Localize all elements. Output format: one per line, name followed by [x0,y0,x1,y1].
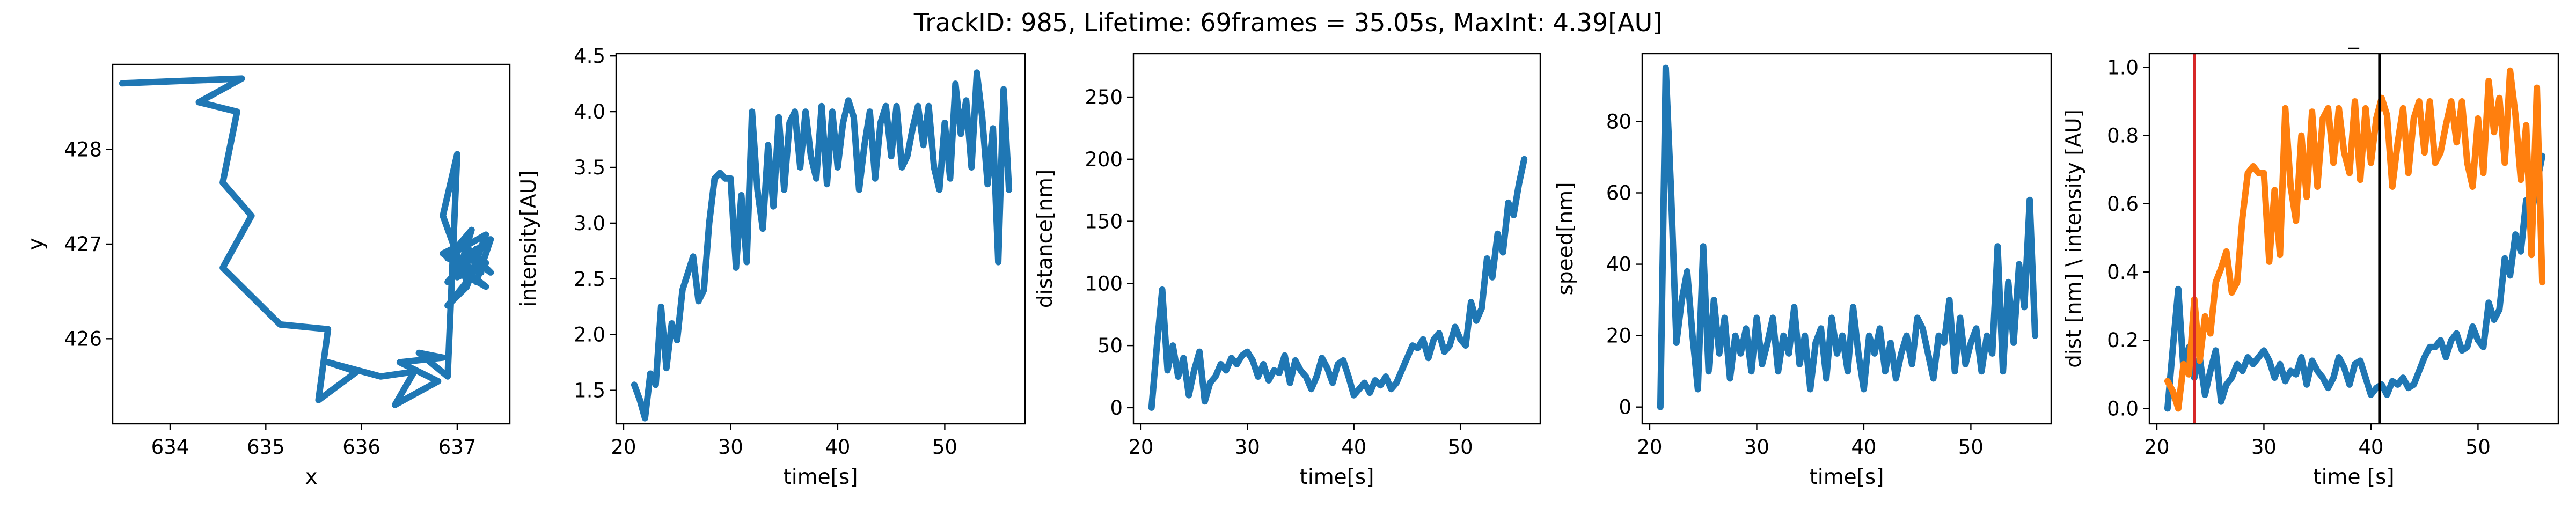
speed-ytick-label: 40 [1606,253,1631,276]
distance-ytick-label: 100 [1085,272,1123,295]
intensity-xtick-label: 40 [825,436,850,459]
distance-ytick-label: 200 [1085,148,1123,171]
xy-ytick-label: 427 [64,233,102,256]
intensity-ytick-label: 3.5 [574,156,605,179]
intensity-ylabel: intensity[AU] [517,171,541,307]
combined-xtick-label: 40 [2358,436,2383,459]
xy-xtick-label: 635 [247,436,285,459]
intensity-axes-frame [615,53,1026,425]
speed-series-0 [1657,64,2039,410]
combined-series-0 [2164,152,2546,412]
combined-xlabel: time [s] [2313,465,2394,489]
xy-plot-area [119,75,494,408]
speed-xtick-label: 20 [1637,436,1662,459]
speed-xtick-label: 50 [1958,436,1984,459]
distance-xtick-label: 40 [1341,436,1366,459]
combined-ytick-label: 0.6 [2107,193,2139,216]
distance-axes-frame [1132,53,1541,425]
combined-axes-frame [2148,53,2559,425]
charts: 634 635 636 637 426 427 428 x y 20 30 40 50 1.5 2.0 2.5… [24,25,2559,489]
xy-xtick-label: 636 [342,436,380,459]
chart-combined: 20 30 40 50 0.0 0.2 0.4 0.6 0.8 1.0 time [s] dist [… [2062,25,2559,489]
chart-speed: 20 30 40 50 0 20 40 60 80 time[s] speed[nm] [1554,53,2052,489]
distance-ytick-label: 250 [1085,86,1123,109]
distance-plot-area [1148,156,1528,411]
intensity-ytick-label: 3.0 [574,212,605,235]
distance-series-0 [1148,156,1528,411]
xy-series-0 [119,75,494,408]
combined-ytick-label: 0.4 [2107,261,2139,284]
chart-xy: 634 635 636 637 426 427 428 x y [24,63,511,489]
intensity-series-0 [631,69,1013,422]
intensity-ytick-label: 4.5 [574,45,605,68]
distance-xlabel: time[s] [1300,465,1374,489]
combined-xtick-label: 50 [2465,436,2491,459]
speed-xlabel: time[s] [1810,465,1884,489]
xy-xtick-label: 634 [151,436,189,459]
combined-title: _ [2348,25,2359,49]
chart-intensity: 20 30 40 50 1.5 2.0 2.5 3.0 3.5 4.0 4.5 time[s] inte… [517,45,1026,489]
intensity-xtick-label: 20 [611,436,636,459]
combined-ytick-label: 1.0 [2107,56,2139,79]
speed-ytick-label: 20 [1606,325,1631,348]
distance-xtick-label: 20 [1128,436,1153,459]
xy-xtick-label: 637 [438,436,477,459]
combined-xtick-label: 20 [2144,436,2169,459]
combined-ytick-label: 0.8 [2107,124,2139,148]
speed-xtick-label: 30 [1744,436,1769,459]
speed-ytick-label: 0 [1619,396,1631,419]
combined-plot-area [2164,67,2546,412]
speed-xtick-label: 40 [1851,436,1876,459]
distance-xtick-label: 50 [1448,436,1473,459]
suptitle: TrackID: 985, Lifetime: 69frames = 35.05… [913,8,1663,37]
speed-ytick-label: 60 [1606,181,1631,204]
distance-ylabel: distance[nm] [1033,170,1057,308]
speed-ytick-label: 80 [1606,110,1631,133]
intensity-xlabel: time[s] [784,465,858,489]
distance-xtick-label: 30 [1235,436,1260,459]
speed-plot-area [1657,64,2039,410]
xy-ytick-label: 428 [64,138,102,161]
xy-ylabel: y [24,238,48,250]
chart-distance: 20 30 40 50 0 50 100 150 200 250 time[s] distance[n… [1033,53,1541,489]
combined-ylabel: dist [nm] \ intensity [AU] [2062,109,2086,368]
combined-ytick-label: 0.2 [2107,329,2139,352]
combined-series-1 [2164,67,2546,412]
intensity-xtick-label: 30 [718,436,743,459]
intensity-plot-area [631,69,1013,422]
combined-ytick-label: 0.0 [2107,397,2139,420]
intensity-ytick-label: 4.0 [574,100,605,123]
intensity-ytick-label: 2.5 [574,268,605,291]
combined-xtick-label: 30 [2251,436,2277,459]
intensity-ytick-label: 1.5 [574,379,605,402]
intensity-ytick-label: 2.0 [574,323,605,347]
xy-ytick-label: 426 [64,327,102,350]
distance-ytick-label: 150 [1085,210,1123,233]
intensity-xtick-label: 50 [932,436,957,459]
distance-ytick-label: 0 [1110,396,1123,420]
distance-ytick-label: 50 [1097,334,1123,357]
xy-xlabel: x [305,465,317,489]
speed-ylabel: speed[nm] [1554,182,1578,296]
speed-axes-frame [1641,53,2052,425]
